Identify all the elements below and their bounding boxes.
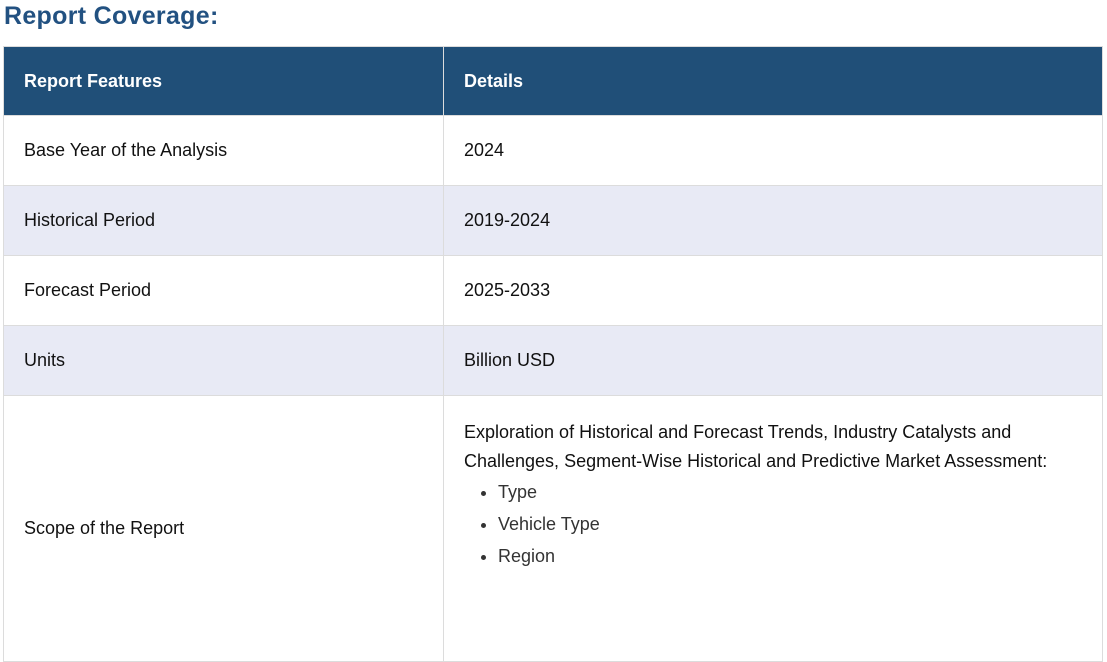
table-row: Historical Period 2019-2024 xyxy=(3,185,1103,256)
report-coverage-table: Report Features Details Base Year of the… xyxy=(3,46,1103,662)
scope-list: Type Vehicle Type Region xyxy=(464,476,1082,572)
list-item: Region xyxy=(498,540,1082,572)
table-row: Units Billion USD xyxy=(3,325,1103,396)
feature-cell: Base Year of the Analysis xyxy=(3,115,444,186)
detail-cell: 2019-2024 xyxy=(443,185,1103,256)
table-row: Forecast Period 2025-2033 xyxy=(3,255,1103,326)
scope-description: Exploration of Historical and Forecast T… xyxy=(464,422,1048,471)
detail-cell: Exploration of Historical and Forecast T… xyxy=(443,395,1103,662)
header-report-features: Report Features xyxy=(3,46,444,116)
feature-cell: Forecast Period xyxy=(3,255,444,326)
detail-cell: 2024 xyxy=(443,115,1103,186)
header-details: Details xyxy=(443,46,1103,116)
detail-cell: Billion USD xyxy=(443,325,1103,396)
table-row: Base Year of the Analysis 2024 xyxy=(3,115,1103,186)
list-item: Vehicle Type xyxy=(498,508,1082,540)
feature-cell: Units xyxy=(3,325,444,396)
feature-cell: Scope of the Report xyxy=(3,395,444,662)
table-header-row: Report Features Details xyxy=(3,46,1103,116)
table-row-scope: Scope of the Report Exploration of Histo… xyxy=(3,395,1103,662)
feature-cell: Historical Period xyxy=(3,185,444,256)
section-title: Report Coverage: xyxy=(4,2,219,30)
detail-cell: 2025-2033 xyxy=(443,255,1103,326)
list-item: Type xyxy=(498,476,1082,508)
